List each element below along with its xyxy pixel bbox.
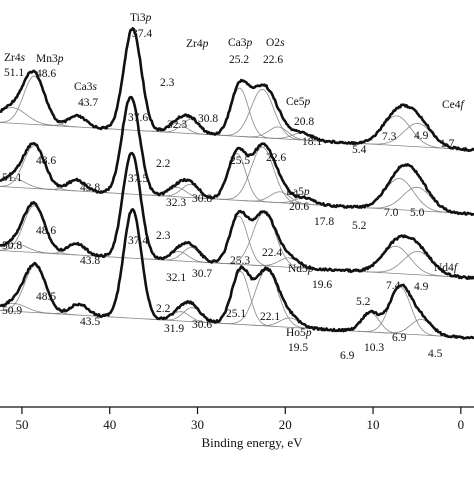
peak-value-label: 30.8 xyxy=(198,113,218,125)
peak-orbital-label: Ca3p xyxy=(228,37,253,49)
peak-value-label: 32.3 xyxy=(167,119,187,131)
peak-value-label: 43.7 xyxy=(78,97,98,109)
peak-value-label: 20.6 xyxy=(289,201,309,213)
peak-value-label: 51.1 xyxy=(4,67,24,79)
peak-value-label: 4.5 xyxy=(428,348,443,360)
peak-orbital-label: Ca3s xyxy=(74,81,98,93)
x-tick-label: 30 xyxy=(191,417,204,432)
peak-value-label: 7.3 xyxy=(382,131,397,143)
fit-component-peak xyxy=(0,265,78,316)
background-line xyxy=(0,122,474,151)
peak-orbital-label: La5p xyxy=(286,186,310,198)
peak-value-label: 37.4 xyxy=(132,28,152,40)
peak-value-label: 5.2 xyxy=(352,220,367,232)
fit-component-peak xyxy=(0,75,77,128)
spectra-group xyxy=(0,27,474,340)
peak-value-label: 25.3 xyxy=(230,255,250,267)
peak-value-label: 51.1 xyxy=(2,172,22,184)
peak-value-label: 4.9 xyxy=(414,130,429,142)
peak-value-label: 18.1 xyxy=(302,136,322,148)
peak-value-label: 7.0 xyxy=(384,207,399,219)
x-tick-label: 50 xyxy=(15,417,28,432)
peak-orbital-label: Nd4f xyxy=(434,262,459,274)
peak-orbital-label: Zr4s xyxy=(4,52,26,64)
peak-value-label: 6.9 xyxy=(392,332,407,344)
peak-value-label: 48.5 xyxy=(36,291,56,303)
peak-value-label: 5.2 xyxy=(356,296,371,308)
annotations-group: Zr4s 51.1 Mn3p 48.6 Ca3s 43.7 Ti3p 37.4 2.3 Zr4p C… xyxy=(2,12,466,362)
peak-orbital-label: Mn3p xyxy=(36,53,64,65)
peak-value-label: 37.4 xyxy=(128,235,148,247)
peak-value-label: 30.7 xyxy=(192,268,212,280)
peak-value-label: 43.5 xyxy=(80,316,100,328)
x-axis-title: Binding energy, eV xyxy=(201,435,303,450)
peak-value-label: 17.8 xyxy=(314,216,334,228)
peak-orbital-label: Nd5p xyxy=(288,263,314,275)
peak-orbital-label: Ti3p xyxy=(130,12,152,24)
peak-value-label: 19.5 xyxy=(288,342,308,354)
peak-value-label: 30.6 xyxy=(192,319,212,331)
fit-component-peak xyxy=(216,88,308,141)
peak-orbital-label: Ho5p xyxy=(286,327,312,339)
peak-value-label: 37.5 xyxy=(128,173,148,185)
peak-value-label: 30.8 xyxy=(192,193,212,205)
background-line xyxy=(0,250,474,279)
peak-value-label: 22.1 xyxy=(260,311,280,323)
peak-value-label: 48.6 xyxy=(36,225,56,237)
peak-value-label: 50.9 xyxy=(2,305,22,317)
peak-value-label: 25.2 xyxy=(229,54,249,66)
peak-value-label: 22.6 xyxy=(266,152,286,164)
peak-value-label: 19.6 xyxy=(312,279,332,291)
peak-value-label: 48.6 xyxy=(36,68,56,80)
peak-value-label: 43.8 xyxy=(80,182,100,194)
x-tick-label: 40 xyxy=(103,417,116,432)
background-line xyxy=(0,310,474,339)
peak-value-label: 2.2 xyxy=(156,303,171,315)
peak-value-label: 2.3 xyxy=(156,230,171,242)
peak-value-label: 48.6 xyxy=(36,155,56,167)
peak-value-label: 6.9 xyxy=(340,350,355,362)
peak-value-label: 25.5 xyxy=(230,155,250,167)
peak-orbital-label: Zr4p xyxy=(186,38,209,50)
spectrum-line xyxy=(0,208,474,340)
peak-value-label: 10.3 xyxy=(364,342,384,354)
peak-value-label: 4.9 xyxy=(414,281,429,293)
spectrum-line xyxy=(0,151,474,280)
peak-orbital-label: Ce5p xyxy=(286,96,311,108)
peak-value-label: 5.4 xyxy=(352,144,367,156)
peak-value-label: 1.7 xyxy=(440,138,455,150)
peak-value-label: 32.1 xyxy=(166,272,186,284)
spectrum-line xyxy=(0,95,474,216)
peak-value-label: 20.8 xyxy=(294,116,314,128)
fit-component-peak xyxy=(216,146,308,205)
background-line xyxy=(0,186,474,215)
peak-value-label: 2.2 xyxy=(156,158,171,170)
x-ticks-group: 50 40 30 20 10 0 xyxy=(15,407,464,432)
peak-value-label: 25.1 xyxy=(226,308,246,320)
peak-value-label: 50.8 xyxy=(2,240,22,252)
peak-value-label: 22.6 xyxy=(263,54,283,66)
x-tick-label: 0 xyxy=(458,417,465,432)
peak-orbital-label: O2s xyxy=(266,37,285,49)
fit-component-peak xyxy=(0,205,77,256)
peak-orbital-label: Ce4f xyxy=(442,99,466,111)
peak-value-label: 2.3 xyxy=(160,77,175,89)
peak-value-label: 37.6 xyxy=(128,112,148,124)
peak-value-label: 43.8 xyxy=(80,255,100,267)
peak-value-label: 5.0 xyxy=(410,207,425,219)
fit-component-peak xyxy=(0,145,77,192)
x-tick-label: 20 xyxy=(279,417,292,432)
fit-component-peak xyxy=(156,247,227,264)
peak-value-label: 7.4 xyxy=(386,280,401,292)
peak-value-label: 31.9 xyxy=(164,323,184,335)
peak-value-label: 22.4 xyxy=(262,247,282,259)
spectrum-line xyxy=(0,27,474,152)
peak-value-label: 32.3 xyxy=(166,197,186,209)
x-tick-label: 10 xyxy=(367,417,380,432)
fit-component-peak xyxy=(0,107,68,127)
